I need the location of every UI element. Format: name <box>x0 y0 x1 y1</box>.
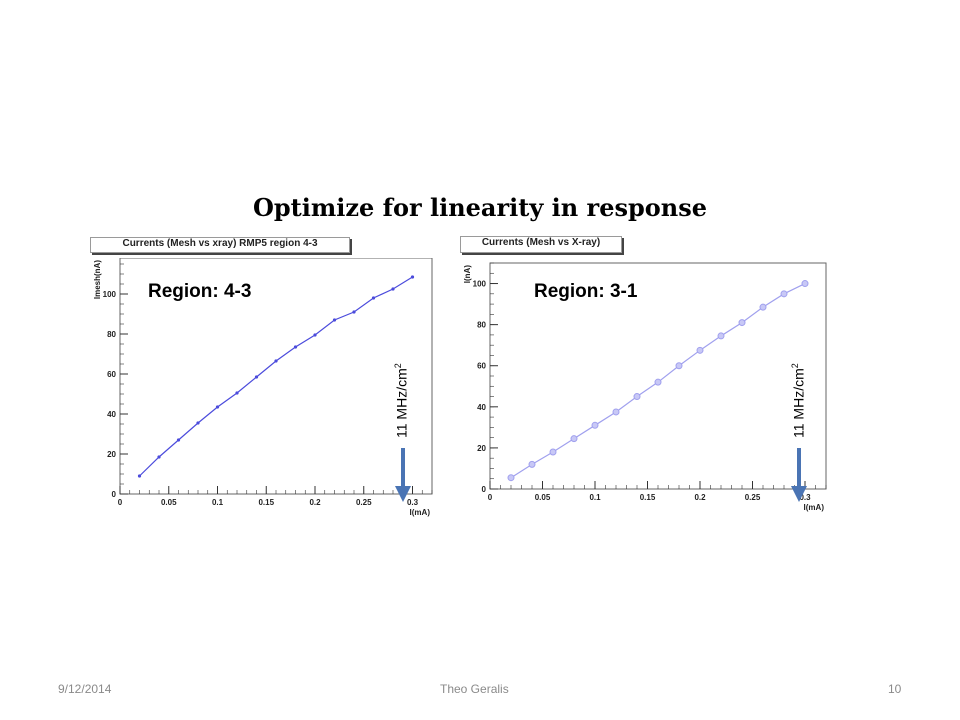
plot-frame <box>489 262 827 490</box>
y-tick-label: 100 <box>473 280 487 289</box>
data-point <box>717 332 725 340</box>
x-tick-label: 0.1 <box>589 493 601 502</box>
data-point <box>410 275 415 279</box>
y-tick-label: 60 <box>107 370 116 379</box>
data-point <box>215 405 220 409</box>
x-tick-label: 0.05 <box>161 498 177 507</box>
x-tick-label: 0 <box>488 493 493 502</box>
data-point <box>696 346 704 354</box>
data-point <box>371 296 376 300</box>
region-label-left: Region: 4-3 <box>148 281 252 302</box>
data-point <box>549 448 557 456</box>
data-point <box>313 333 317 337</box>
x-tick-label: 0.05 <box>535 493 551 502</box>
data-point <box>612 408 620 416</box>
data-point <box>391 287 395 291</box>
plot-title-left: Currents (Mesh vs xray) RMP5 region 4-3 <box>122 238 318 249</box>
data-point <box>633 393 641 401</box>
rate-label-right-exp: 2 <box>790 363 800 369</box>
slide-title: Optimize for linearity in response <box>252 193 707 222</box>
plot-frame <box>119 258 433 495</box>
data-point <box>675 362 683 370</box>
footer-author: Theo Geralis <box>440 682 509 696</box>
data-point <box>235 391 239 395</box>
data-point <box>332 318 337 322</box>
rate-label-left-text: 11 MHz/cm <box>393 368 410 438</box>
x-tick-label: 0 <box>118 498 123 507</box>
x-tick-label: 0.3 <box>799 493 811 502</box>
x-tick-label: 0.3 <box>407 498 419 507</box>
plot-title-right: Currents (Mesh vs X-ray) <box>481 237 601 248</box>
x-tick-label: 0.15 <box>640 493 656 502</box>
data-point <box>528 460 536 468</box>
data-point <box>137 474 142 478</box>
data-point <box>801 280 809 288</box>
plot-title-frame-left: Currents (Mesh vs xray) RMP5 region 4-3 <box>90 237 350 253</box>
footer-date: 9/12/2014 <box>58 682 112 696</box>
y-tick-label: 20 <box>477 444 486 453</box>
arrow-left <box>395 448 411 502</box>
data-point <box>352 310 356 314</box>
y-tick-label: 60 <box>477 362 486 371</box>
x-tick-label: 0.15 <box>258 498 274 507</box>
plot-title-frame-right: Currents (Mesh vs X-ray) <box>460 236 622 253</box>
y-tick-label: 80 <box>107 330 116 339</box>
y-tick-label: 40 <box>107 410 116 419</box>
data-point <box>507 474 515 482</box>
rate-label-right: 11 MHz/cm2 <box>790 363 807 438</box>
x-tick-label: 0.2 <box>309 498 321 507</box>
y-tick-label: 40 <box>477 403 486 412</box>
arrow-right <box>791 448 807 502</box>
page-number: 10 <box>888 682 902 696</box>
y-tick-label: 0 <box>112 490 117 499</box>
data-point <box>738 319 746 327</box>
data-point <box>157 455 161 459</box>
rate-label-right-text: 11 MHz/cm <box>790 368 807 438</box>
y-axis-label: Imesh(nA) <box>93 260 102 299</box>
data-point <box>780 290 788 298</box>
y-tick-label: 20 <box>107 450 116 459</box>
y-tick-label: 80 <box>477 321 486 330</box>
x-tick-label: 0.2 <box>694 493 706 502</box>
chart-left: 0 20 40 60 80 100 0 0.05 0.1 0.15 0.2 0.25 0.3I(mA) I… <box>93 258 433 517</box>
x-axis-label: I(mA) <box>804 503 825 512</box>
region-label-right: Region: 3-1 <box>534 281 638 302</box>
data-point <box>759 303 767 311</box>
x-tick-label: 0.25 <box>745 493 761 502</box>
data-point <box>254 375 259 379</box>
x-tick-label: 0.25 <box>356 498 372 507</box>
data-point <box>293 345 298 349</box>
x-axis-label: I(mA) <box>410 508 431 517</box>
data-point <box>274 359 278 363</box>
rate-label-left: 11 MHz/cm2 <box>393 363 410 438</box>
data-point <box>591 421 599 429</box>
data-point <box>570 435 578 443</box>
x-tick-label: 0.1 <box>212 498 224 507</box>
data-point <box>196 421 200 425</box>
y-tick-label: 100 <box>103 290 117 299</box>
y-axis-label: I(nA) <box>463 265 472 284</box>
y-tick-label: 0 <box>482 485 487 494</box>
rate-label-left-exp: 2 <box>393 363 403 369</box>
chart-right: 0 20 40 60 80 100 0 0.05 0.1 0.15 0.2 0.25 0.3I(mA) I… <box>463 262 827 512</box>
data-point <box>654 378 662 386</box>
data-point <box>176 438 181 442</box>
